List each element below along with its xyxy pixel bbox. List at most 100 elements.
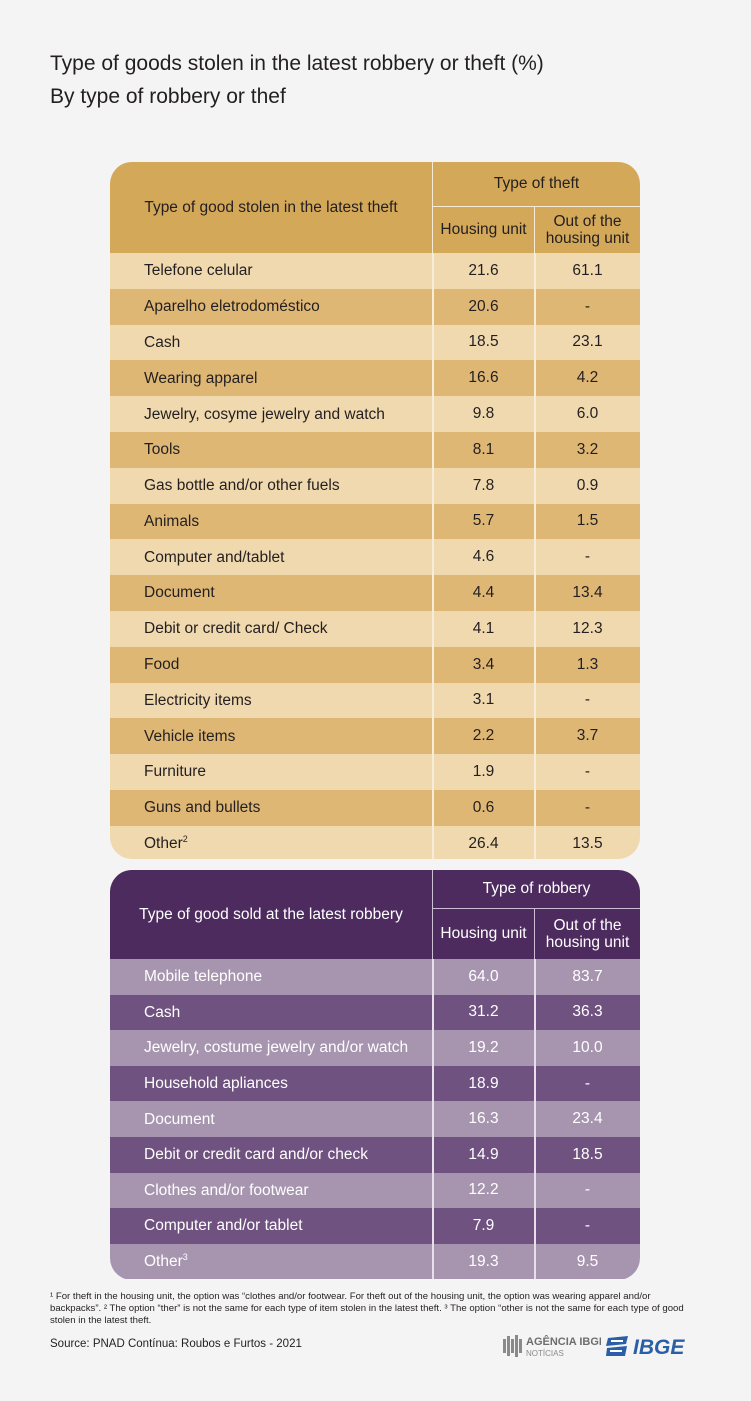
- svg-text:NOTÍCIAS: NOTÍCIAS: [526, 1349, 564, 1358]
- theft-subheader-divider: [534, 207, 535, 253]
- theft-housing-unit-value: 0.6: [472, 798, 495, 816]
- theft-row-label: Computer and/tablet: [144, 548, 284, 567]
- title-line-1: Type of goods stolen in the latest robbe…: [50, 52, 544, 75]
- column-divider: [534, 467, 536, 504]
- theft-group-header: Type of theft: [493, 175, 580, 192]
- column-divider: [534, 789, 536, 826]
- theft-table-row: Guns and bullets 0.6 -: [110, 789, 640, 826]
- theft-row-label: Guns and bullets: [144, 798, 260, 817]
- robbery-table-row: Mobile telephone 64.0 83.7: [110, 959, 640, 995]
- row-label-text: Telefone celular: [144, 262, 253, 280]
- theft-out-of-housing-value: -: [584, 548, 591, 566]
- robbery-housing-unit-value: 14.9: [468, 1145, 499, 1163]
- column-divider: [432, 610, 434, 647]
- robbery-housing-unit-value: 19.2: [468, 1038, 499, 1056]
- robbery-table-row: Cash 31.2 36.3: [110, 994, 640, 1031]
- theft-out-of-housing-value: 13.4: [572, 584, 603, 602]
- robbery-table: Type of good sold at the latest robbery …: [110, 870, 640, 1280]
- row-label-text: Guns and bullets: [144, 799, 261, 817]
- robbery-table-row: Computer and/or tablet 7.9 -: [110, 1208, 640, 1244]
- theft-row-label: Furniture: [144, 762, 206, 781]
- robbery-housing-unit-value: 7.9: [472, 1216, 495, 1234]
- theft-table-row: Computer and/tablet 4.6 -: [110, 539, 640, 576]
- row-label-text: Debit or credit card and/or check: [144, 1146, 368, 1164]
- column-divider: [432, 994, 434, 1031]
- column-divider: [432, 1030, 434, 1066]
- theft-row-label: Other2: [144, 834, 188, 853]
- robbery-table-row: Other3 19.3 9.5: [110, 1243, 640, 1280]
- theft-row-label: Gas bottle and/or other fuels: [144, 476, 340, 495]
- row-label-text: Furniture: [144, 763, 207, 781]
- theft-housing-unit-value: 1.9: [472, 763, 495, 781]
- column-divider: [534, 431, 536, 468]
- robbery-col2-header-line1: Out of the: [553, 917, 622, 934]
- column-divider: [432, 1243, 434, 1280]
- robbery-out-of-housing-value: 23.4: [572, 1110, 603, 1128]
- theft-table-row: Electricity items 3.1 -: [110, 682, 640, 719]
- column-divider: [432, 682, 434, 719]
- column-divider: [432, 324, 434, 361]
- column-divider: [432, 959, 434, 995]
- column-divider: [534, 1208, 536, 1244]
- robbery-col2-header-line2: housing unit: [545, 934, 630, 951]
- robbery-row-label: Document: [144, 1110, 215, 1129]
- column-divider: [534, 1101, 536, 1137]
- theft-table-row: Cash 18.5 23.1: [110, 324, 640, 361]
- robbery-row-label: Other3: [144, 1252, 188, 1271]
- row-label-text: Wearing apparel: [144, 369, 258, 387]
- column-divider: [432, 754, 434, 790]
- theft-row-label: Debit or credit card/ Check: [144, 619, 328, 638]
- svg-text:IBGE: IBGE: [633, 1336, 685, 1358]
- robbery-row-label: Computer and/or tablet: [144, 1216, 303, 1235]
- theft-out-of-housing-value: -: [584, 763, 591, 781]
- robbery-out-of-housing-value: -: [584, 1074, 591, 1092]
- robbery-out-of-housing-value: 83.7: [572, 967, 603, 985]
- theft-table-row: Telefone celular 21.6 61.1: [110, 253, 640, 289]
- theft-row-label: Tools: [144, 440, 180, 459]
- theft-out-of-housing-value: 12.3: [572, 619, 603, 637]
- column-divider: [432, 503, 434, 540]
- theft-table-row: Other2 26.4 13.5: [110, 825, 640, 859]
- robbery-col1-header: Housing unit: [440, 925, 527, 942]
- robbery-row-label: Household apliances: [144, 1074, 288, 1093]
- robbery-out-of-housing-value: 10.0: [572, 1038, 603, 1056]
- theft-col1-header: Housing unit: [440, 221, 527, 238]
- robbery-group-underline: [433, 908, 640, 909]
- theft-row-label: Document: [144, 583, 215, 602]
- row-label-text: Electricity items: [144, 692, 252, 710]
- row-label-footnote-mark: 3: [182, 1251, 188, 1262]
- column-divider: [534, 360, 536, 397]
- column-divider: [432, 1136, 434, 1173]
- footnote: ¹ For theft in the housing unit, the opt…: [50, 1291, 684, 1326]
- theft-table-header: Type of good stolen in the latest theft …: [110, 162, 640, 253]
- column-divider: [534, 288, 536, 325]
- robbery-table-header: Type of good sold at the latest robbery …: [110, 870, 640, 959]
- theft-row-label: Wearing apparel: [144, 369, 257, 388]
- svg-text:AGÊNCIA IBGE: AGÊNCIA IBGE: [526, 1335, 601, 1348]
- theft-row-label: Cash: [144, 333, 180, 352]
- robbery-out-of-housing-value: -: [584, 1216, 591, 1234]
- row-label-text: Household apliances: [144, 1075, 288, 1093]
- robbery-housing-unit-value: 18.9: [468, 1074, 499, 1092]
- theft-table-row: Document 4.4 13.4: [110, 575, 640, 611]
- robbery-table-row: Debit or credit card and/or check 14.9 18.…: [110, 1136, 640, 1173]
- theft-row-label: Food: [144, 655, 179, 674]
- robbery-housing-unit-value: 64.0: [468, 967, 499, 985]
- row-label-text: Computer and/or tablet: [144, 1217, 303, 1235]
- row-label-text: Food: [144, 656, 180, 674]
- theft-col2-header: Out of the housing unit: [535, 207, 640, 253]
- column-divider: [432, 360, 434, 397]
- column-divider: [534, 718, 536, 755]
- agencia-ibge-logo: AGÊNCIA IBGE NOTÍCIAS: [503, 1335, 601, 1358]
- theft-out-of-housing-value: -: [584, 691, 591, 709]
- row-label-text: Jewelry, cosyme jewelry and watch: [144, 405, 385, 423]
- column-divider: [534, 1065, 536, 1102]
- robbery-group-header: Type of robbery: [482, 880, 591, 897]
- theft-table-row: Animals 5.7 1.5: [110, 503, 640, 540]
- column-divider: [534, 324, 536, 361]
- column-divider: [534, 682, 536, 719]
- column-divider: [534, 994, 536, 1031]
- theft-row-label: Animals: [144, 512, 199, 531]
- robbery-table-row: Clothes and/or footwear 12.2 -: [110, 1172, 640, 1209]
- column-divider: [534, 503, 536, 540]
